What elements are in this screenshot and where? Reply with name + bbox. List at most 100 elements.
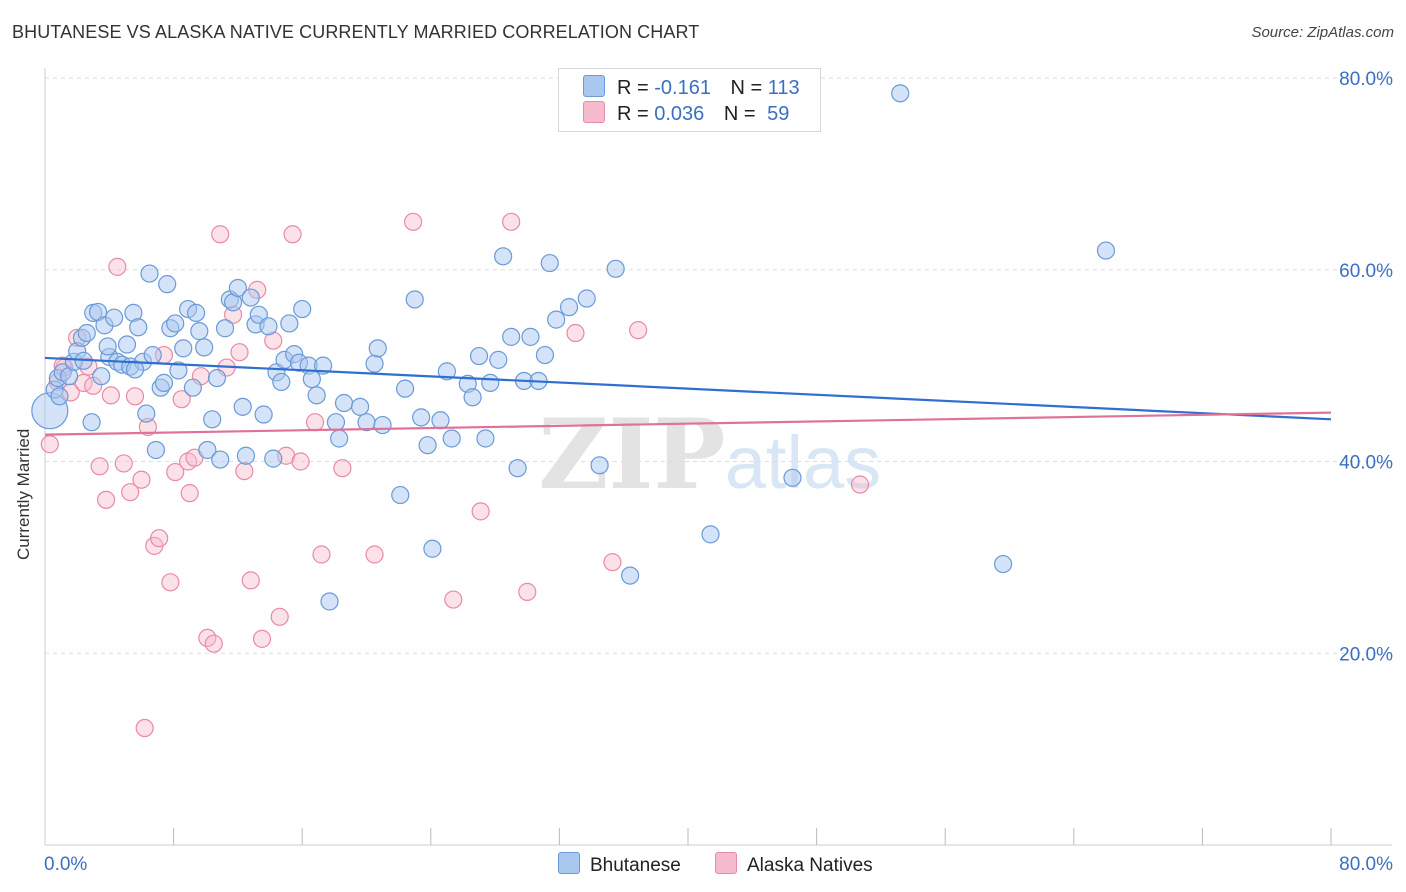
alaska-natives-point — [150, 529, 169, 548]
alaska-natives-point — [291, 452, 310, 471]
alaska-natives-point — [471, 502, 490, 521]
y-tick-label: 60.0% — [1339, 261, 1393, 282]
bhutanese-point — [334, 393, 354, 413]
legend-swatch-blue — [583, 75, 605, 97]
watermark-atlas: atlas — [725, 421, 881, 504]
bottom-legend-swatch-pink — [715, 852, 737, 874]
x-tick-label: 0.0% — [44, 854, 87, 875]
bhutanese-point — [143, 345, 162, 365]
bhutanese-point — [418, 436, 437, 455]
bhutanese-point — [228, 278, 247, 298]
bhutanese-point — [241, 288, 260, 307]
bhutanese-point — [547, 310, 566, 329]
grid — [45, 77, 1392, 654]
y-tick-label: 20.0% — [1339, 644, 1393, 665]
bhutanese-point — [423, 539, 442, 558]
bhutanese-point — [302, 369, 321, 389]
bhutanese-point — [469, 346, 489, 366]
bhutanese-point — [442, 429, 461, 448]
alaska-natives-point — [172, 390, 191, 409]
alaska-natives-point — [850, 475, 870, 494]
bhutanese-point — [158, 275, 177, 294]
watermark-zip: ZIP — [538, 398, 725, 511]
stats-legend: R = -0.161 N = 113 R = 0.036 N = 59 — [558, 68, 821, 132]
bhutanese-point — [307, 386, 326, 405]
bhutanese-point — [98, 337, 117, 356]
x-tick-label: 80.0% — [1339, 854, 1393, 875]
alaska-natives-point — [235, 461, 254, 481]
bhutanese-point — [437, 362, 456, 381]
bhutanese-point — [50, 387, 69, 406]
bhutanese-point — [293, 299, 312, 319]
legend-n-value: 113 — [767, 77, 800, 99]
chart-title: BHUTANESE VS ALASKA NATIVE CURRENTLY MAR… — [12, 22, 700, 42]
bhutanese-point — [350, 397, 370, 416]
bhutanese-point — [494, 247, 513, 266]
bhutanese-point — [82, 413, 101, 432]
bhutanese-point — [137, 404, 156, 423]
alaska-natives-point — [40, 435, 59, 454]
bhutanese-trend-line — [44, 356, 1332, 421]
alaska-natives-point — [161, 573, 180, 592]
bhutanese-points — [31, 84, 1116, 611]
bhutanese-point — [559, 298, 579, 317]
bhutanese-point — [577, 289, 596, 308]
bhutanese-point — [701, 525, 720, 544]
y-axis-label: Currently Married — [14, 428, 33, 560]
legend-n-label: N = — [730, 77, 763, 99]
y-tick-label: 40.0% — [1339, 453, 1393, 474]
bhutanese-point — [183, 378, 202, 397]
bhutanese-point — [373, 415, 392, 435]
bhutanese-point — [535, 345, 555, 365]
bhutanese-point — [105, 308, 124, 327]
bottom-legend-bhutanese: Bhutanese — [558, 852, 681, 877]
bottom-legend-swatch-blue — [558, 852, 580, 874]
bhutanese-point — [129, 318, 148, 337]
alaska-natives-point — [566, 323, 585, 343]
alaska-natives-point — [365, 545, 384, 564]
bhutanese-point — [391, 485, 410, 505]
bottom-legend-alaska-natives: Alaska Natives — [715, 852, 873, 877]
legend-swatch-pink — [583, 101, 605, 123]
bhutanese-point — [236, 446, 256, 465]
bhutanese-point — [431, 411, 450, 430]
axes — [44, 68, 1392, 846]
bhutanese-point — [891, 84, 910, 103]
alaska-natives-point — [125, 387, 145, 406]
alaska-natives-point — [312, 545, 331, 564]
bhutanese-point — [203, 410, 222, 429]
bhutanese-point — [154, 373, 174, 392]
alaska-natives-points — [40, 91, 870, 738]
alaska-natives-point — [114, 454, 133, 473]
y-tick-label: 80.0% — [1339, 69, 1393, 90]
bhutanese-point — [166, 314, 185, 333]
bhutanese-point — [313, 356, 333, 375]
bottom-legend-label: Bhutanese — [590, 855, 681, 876]
trend-lines — [44, 356, 1332, 436]
bhutanese-point — [187, 303, 206, 322]
bhutanese-point — [233, 397, 252, 416]
alaska-natives-trend-line — [44, 411, 1332, 436]
alaska-natives-point — [166, 462, 185, 482]
alaska-natives-point — [270, 607, 289, 626]
tick-labels: 20.0% 40.0% 60.0% 80.0% 0.0% 80.0% — [44, 69, 1393, 875]
bhutanese-point — [198, 440, 217, 460]
alaska-natives-point — [204, 634, 223, 653]
bhutanese-point — [117, 335, 137, 354]
bhutanese-point — [207, 368, 227, 388]
bhutanese-point — [125, 360, 145, 379]
alaska-natives-point — [518, 582, 537, 601]
bhutanese-point — [621, 566, 640, 585]
bhutanese-point — [280, 314, 299, 333]
source-label: Source: ZipAtlas.com — [1251, 24, 1394, 41]
legend-r-value: -0.161 — [654, 77, 711, 99]
alaska-natives-point — [502, 212, 521, 231]
bhutanese-point — [272, 372, 291, 392]
alaska-natives-point — [108, 257, 127, 276]
legend-n-label: N = — [723, 103, 756, 125]
alaska-natives-point — [629, 321, 648, 340]
bhutanese-point — [1096, 241, 1116, 260]
watermark: ZIP atlas — [538, 398, 881, 511]
legend-r-label: R = — [617, 77, 649, 99]
